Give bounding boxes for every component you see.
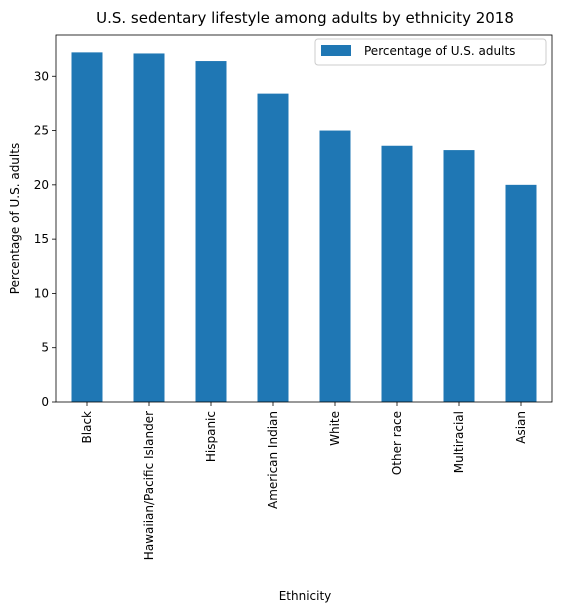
y-axis-label: Percentage of U.S. adults <box>8 143 22 294</box>
x-axis-ticks: Black Hawaiian/Pacific Islander Hispanic Am… <box>80 402 528 560</box>
chart-title: U.S. sedentary lifestyle among adults by… <box>96 9 514 27</box>
bar <box>381 145 413 403</box>
x-tick-label: Hawaiian/Pacific Islander <box>142 411 156 560</box>
x-tick-label: White <box>328 411 342 446</box>
y-tick-label: 20 <box>34 178 49 192</box>
bar <box>505 184 537 402</box>
y-tick-label: 10 <box>34 286 49 300</box>
bar <box>195 61 227 402</box>
x-tick-label: American Indian <box>266 411 280 509</box>
bar <box>257 93 289 403</box>
x-tick-label: Black <box>80 411 94 444</box>
legend-frame <box>314 38 547 66</box>
y-tick-label: 25 <box>34 124 49 138</box>
x-tick-label: Other race <box>390 411 404 475</box>
x-tick-label: Hispanic <box>204 411 218 462</box>
bar <box>443 150 475 402</box>
bar <box>319 130 351 402</box>
legend: Percentage of U.S. adults <box>314 38 547 66</box>
legend-label: Percentage of U.S. adults <box>364 44 515 58</box>
y-tick-label: 5 <box>41 341 49 355</box>
y-tick-label: 15 <box>34 232 49 246</box>
x-tick-label: Multiracial <box>452 411 466 473</box>
plot-frame <box>55 34 553 403</box>
x-axis-label: Ethnicity <box>279 589 332 603</box>
y-tick-label: 30 <box>34 69 49 83</box>
bars-group <box>71 52 537 403</box>
legend-swatch <box>321 45 351 56</box>
y-axis-ticks: 0 5 10 15 20 25 30 <box>34 69 56 409</box>
y-tick-label: 0 <box>41 395 49 409</box>
bar <box>133 53 165 402</box>
bar <box>71 52 103 403</box>
x-tick-label: Asian <box>514 411 528 444</box>
